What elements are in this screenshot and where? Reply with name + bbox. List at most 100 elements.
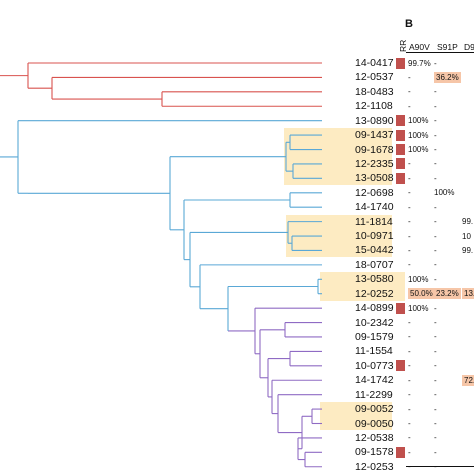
mutation-cell: - <box>434 245 437 255</box>
mutation-cell: 100% <box>408 116 429 126</box>
mutation-cell: - <box>408 87 411 97</box>
rr-marker <box>396 57 405 69</box>
rr-marker <box>396 172 405 184</box>
mutation-cell: - <box>408 260 411 270</box>
mutation-cell: - <box>434 202 437 212</box>
mutation-cell: - <box>408 332 411 342</box>
mutation-cell: - <box>408 231 411 241</box>
mutation-cell: - <box>434 101 437 111</box>
taxon-label: 09-0052 <box>355 403 394 416</box>
taxon-label: 09-0050 <box>355 417 394 430</box>
mutation-cell: - <box>408 188 411 198</box>
mutation-cell: - <box>434 462 437 472</box>
rr-marker <box>396 446 405 458</box>
header-rule-d9 <box>461 52 474 53</box>
taxon-label: 13-0580 <box>355 273 394 286</box>
mutation-cell: - <box>434 447 437 457</box>
taxon-label: 09-1678 <box>355 143 394 156</box>
column-header-d9: D9 <box>464 42 474 52</box>
header-rule-s91p <box>433 52 463 53</box>
taxon-label: 10-0773 <box>355 359 394 372</box>
taxon-label: 15-0442 <box>355 244 394 257</box>
mutation-cell: - <box>434 433 437 443</box>
mutation-cell: - <box>434 116 437 126</box>
taxon-label: 14-1740 <box>355 201 394 214</box>
mutation-cell: - <box>408 462 411 472</box>
mutation-cell: - <box>434 87 437 97</box>
mutation-cell: - <box>408 318 411 328</box>
mutation-cell: - <box>434 260 437 270</box>
mutation-cell: 50.0% <box>408 288 435 300</box>
mutation-cell: - <box>434 58 437 68</box>
taxon-label: 18-0707 <box>355 258 394 271</box>
rr-column-header: RR <box>398 39 408 52</box>
mutation-cell: - <box>434 145 437 155</box>
mutation-cell: - <box>434 303 437 313</box>
mutation-cell: - <box>408 375 411 385</box>
mutation-cell: 99. <box>462 245 474 255</box>
mutation-cell: - <box>434 332 437 342</box>
mutation-cell: 100% <box>408 130 429 140</box>
mutation-cell: 36.2% <box>434 71 461 83</box>
mutation-cell: - <box>408 101 411 111</box>
taxon-label: 14-0417 <box>355 57 394 69</box>
rr-marker <box>396 115 405 127</box>
rr-marker <box>396 129 405 141</box>
panel-label: B <box>405 18 413 30</box>
taxon-label: 10-0971 <box>355 230 394 243</box>
taxon-label: 12-0253 <box>355 460 394 473</box>
taxon-label: 11-1814 <box>355 215 393 228</box>
mutation-cell: - <box>434 217 437 227</box>
taxon-label: 12-2335 <box>355 157 394 170</box>
clade-highlight-band <box>320 402 392 431</box>
taxon-label: 12-1108 <box>355 100 393 113</box>
taxon-label: 12-0538 <box>355 431 394 444</box>
taxon-label: 13-0890 <box>355 114 394 127</box>
mutation-cell: - <box>408 361 411 371</box>
mutation-cell: - <box>408 433 411 443</box>
mutation-cell: - <box>434 274 437 284</box>
rr-marker <box>396 144 405 156</box>
mutation-cell: - <box>434 390 437 400</box>
mutation-cell: - <box>434 318 437 328</box>
taxon-label: 09-1578 <box>355 446 394 459</box>
mutation-cell: - <box>434 404 437 414</box>
mutation-cell: - <box>408 404 411 414</box>
mutation-cell: - <box>408 173 411 183</box>
mutation-cell: 100% <box>408 145 429 155</box>
mutation-cell: 99. <box>462 217 474 227</box>
mutation-cell: - <box>408 217 411 227</box>
taxon-label: 09-1579 <box>355 330 394 343</box>
taxon-label: 18-0483 <box>355 85 394 98</box>
table-bottom-rule <box>406 466 474 467</box>
column-header-s91p: S91P <box>437 42 458 52</box>
rr-marker <box>396 158 405 170</box>
mutation-cell: - <box>408 390 411 400</box>
taxon-label: 12-0698 <box>355 186 394 199</box>
mutation-cell: - <box>408 346 411 356</box>
mutation-cell: 100% <box>408 303 429 313</box>
mutation-cell: - <box>434 159 437 169</box>
mutation-cell: 72. <box>462 374 474 386</box>
taxon-label: 14-1742 <box>355 374 394 387</box>
clade-highlight-band <box>320 272 405 301</box>
mutation-cell: - <box>434 231 437 241</box>
mutation-cell: - <box>408 72 411 82</box>
column-header-a90v: A90V <box>409 42 430 52</box>
mutation-cell: - <box>408 447 411 457</box>
rr-marker <box>396 360 405 372</box>
taxon-label: 10-2342 <box>355 316 394 329</box>
taxon-label: 11-2299 <box>355 388 393 401</box>
taxon-label: 11-1554 <box>355 345 393 358</box>
mutation-cell: - <box>434 173 437 183</box>
mutation-cell: 13. <box>462 288 474 300</box>
mutation-cell: - <box>408 419 411 428</box>
taxon-label: 12-0537 <box>355 71 394 84</box>
mutation-cell: 10 <box>462 231 471 241</box>
taxon-label: 14-0899 <box>355 302 394 315</box>
clade-highlight-band <box>284 128 392 186</box>
taxon-label: 13-0508 <box>355 172 394 185</box>
mutation-cell: - <box>408 202 411 212</box>
mutation-cell: 100% <box>408 274 429 284</box>
